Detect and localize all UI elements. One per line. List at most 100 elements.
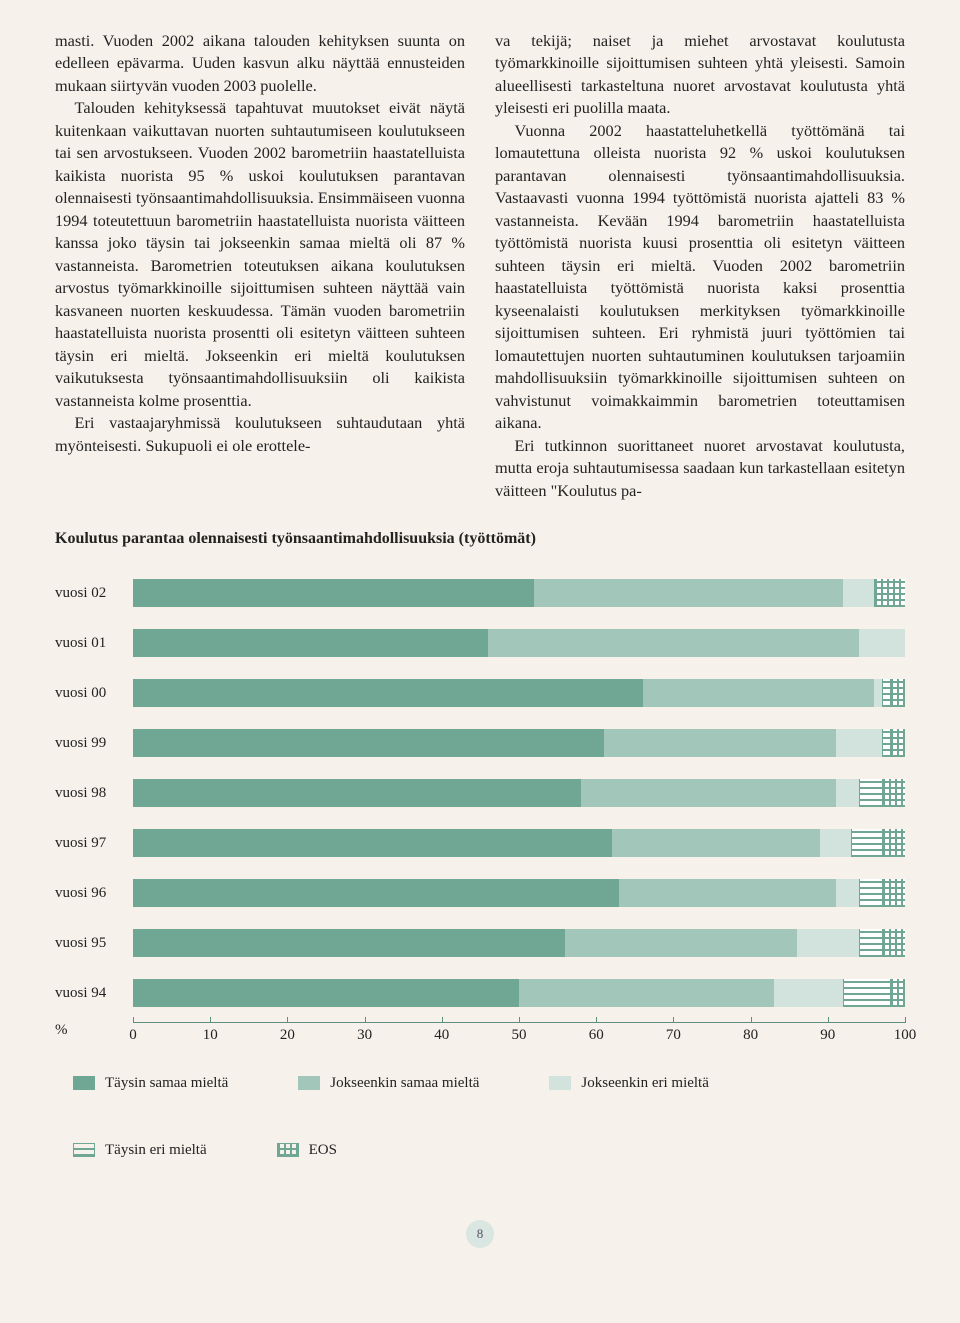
chart-title: Koulutus parantaa olennaisesti työnsaant… — [55, 530, 905, 548]
bar-segment — [797, 929, 859, 957]
chart-container: vuosi 02 vuosi 01 vuosi 00 vuosi 99 vuosi 98… — [55, 572, 905, 1044]
bar-segment — [774, 979, 843, 1007]
row-label: vuosi 98 — [55, 785, 133, 802]
chart-row: vuosi 98 — [55, 772, 905, 814]
legend-swatch — [73, 1076, 95, 1090]
text-columns: masti. Vuoden 2002 aikana talouden kehit… — [55, 30, 905, 502]
legend-swatch — [298, 1076, 320, 1090]
axis-label: % — [55, 1022, 133, 1039]
bar-segment — [836, 779, 859, 807]
legend-label: Täysin samaa mieltä — [105, 1074, 228, 1093]
tick-label: 40 — [434, 1027, 449, 1044]
tick-label: 30 — [357, 1027, 372, 1044]
chart-legend: Täysin samaa mieltä Jokseenkin samaa mie… — [55, 1074, 905, 1160]
chart-axis: % 0102030405060708090100 — [55, 1022, 905, 1044]
bar-segment — [836, 879, 859, 907]
row-label: vuosi 02 — [55, 585, 133, 602]
bar-segment — [133, 929, 565, 957]
row-bar — [133, 979, 905, 1007]
tick-label: 100 — [894, 1027, 917, 1044]
legend-item: Täysin eri mieltä — [73, 1141, 207, 1160]
bar-segment — [133, 679, 643, 707]
tick-label: 10 — [203, 1027, 218, 1044]
tick-label: 20 — [280, 1027, 295, 1044]
chart-row: vuosi 95 — [55, 922, 905, 964]
body-text: Talouden kehityksessä tapahtuvat muutoks… — [55, 97, 465, 412]
bar-segment — [882, 829, 905, 857]
chart-row: vuosi 02 — [55, 572, 905, 614]
bar-segment — [133, 979, 519, 1007]
legend-item: Jokseenkin eri mieltä — [549, 1074, 708, 1093]
bar-segment — [882, 779, 905, 807]
bar-segment — [843, 579, 874, 607]
bar-segment — [488, 629, 859, 657]
legend-item: EOS — [277, 1141, 337, 1160]
chart-row: vuosi 99 — [55, 722, 905, 764]
bar-segment — [843, 979, 889, 1007]
axis-ticks: 0102030405060708090100 — [133, 1022, 905, 1044]
row-label: vuosi 97 — [55, 835, 133, 852]
page-number: 8 — [466, 1220, 494, 1248]
chart-rows: vuosi 02 vuosi 01 vuosi 00 vuosi 99 vuosi 98… — [55, 572, 905, 1014]
row-label: vuosi 94 — [55, 985, 133, 1002]
row-bar — [133, 779, 905, 807]
bar-segment — [604, 729, 836, 757]
bar-segment — [534, 579, 843, 607]
row-bar — [133, 879, 905, 907]
row-bar — [133, 729, 905, 757]
bar-segment — [874, 579, 905, 607]
row-label: vuosi 99 — [55, 735, 133, 752]
legend-swatch — [277, 1143, 299, 1157]
chart-row: vuosi 00 — [55, 672, 905, 714]
body-text: va tekijä; naiset ja miehet arvostavat k… — [495, 30, 905, 120]
chart-row: vuosi 01 — [55, 622, 905, 664]
tick-label: 70 — [666, 1027, 681, 1044]
legend-label: Jokseenkin samaa mieltä — [330, 1074, 479, 1093]
row-label: vuosi 96 — [55, 885, 133, 902]
bar-segment — [643, 679, 875, 707]
legend-swatch — [73, 1143, 95, 1157]
bar-segment — [619, 879, 835, 907]
bar-segment — [859, 879, 882, 907]
bar-segment — [890, 679, 905, 707]
bar-segment — [836, 729, 882, 757]
row-label: vuosi 01 — [55, 635, 133, 652]
tick-label: 90 — [820, 1027, 835, 1044]
bar-segment — [133, 879, 619, 907]
chart-row: vuosi 97 — [55, 822, 905, 864]
row-label: vuosi 95 — [55, 935, 133, 952]
row-bar — [133, 629, 905, 657]
body-text: Eri tutkinnon suorittaneet nuoret arvost… — [495, 435, 905, 502]
tick-label: 80 — [743, 1027, 758, 1044]
tick-label: 0 — [129, 1027, 137, 1044]
legend-label: Täysin eri mieltä — [105, 1141, 207, 1160]
bar-segment — [133, 779, 581, 807]
legend-label: EOS — [309, 1141, 337, 1160]
bar-segment — [859, 779, 882, 807]
bar-segment — [882, 729, 890, 757]
row-bar — [133, 829, 905, 857]
bar-segment — [882, 929, 905, 957]
tick-label: 60 — [589, 1027, 604, 1044]
bar-segment — [874, 679, 882, 707]
bar-segment — [890, 729, 905, 757]
bar-segment — [133, 729, 604, 757]
legend-label: Jokseenkin eri mieltä — [581, 1074, 708, 1093]
bar-segment — [133, 579, 534, 607]
bar-segment — [612, 829, 820, 857]
legend-swatch — [549, 1076, 571, 1090]
legend-row: Täysin eri mieltä EOS — [73, 1141, 905, 1160]
row-label: vuosi 00 — [55, 685, 133, 702]
row-bar — [133, 929, 905, 957]
bar-segment — [851, 829, 882, 857]
bar-segment — [882, 879, 905, 907]
body-text: Vuonna 2002 haastatteluhetkellä työttömä… — [495, 120, 905, 435]
bar-segment — [133, 829, 612, 857]
tick-label: 50 — [512, 1027, 527, 1044]
bar-segment — [581, 779, 836, 807]
legend-row: Täysin samaa mieltä Jokseenkin samaa mie… — [73, 1074, 905, 1093]
bar-segment — [133, 629, 488, 657]
legend-item: Täysin samaa mieltä — [73, 1074, 228, 1093]
legend-item: Jokseenkin samaa mieltä — [298, 1074, 479, 1093]
right-column: va tekijä; naiset ja miehet arvostavat k… — [495, 30, 905, 502]
